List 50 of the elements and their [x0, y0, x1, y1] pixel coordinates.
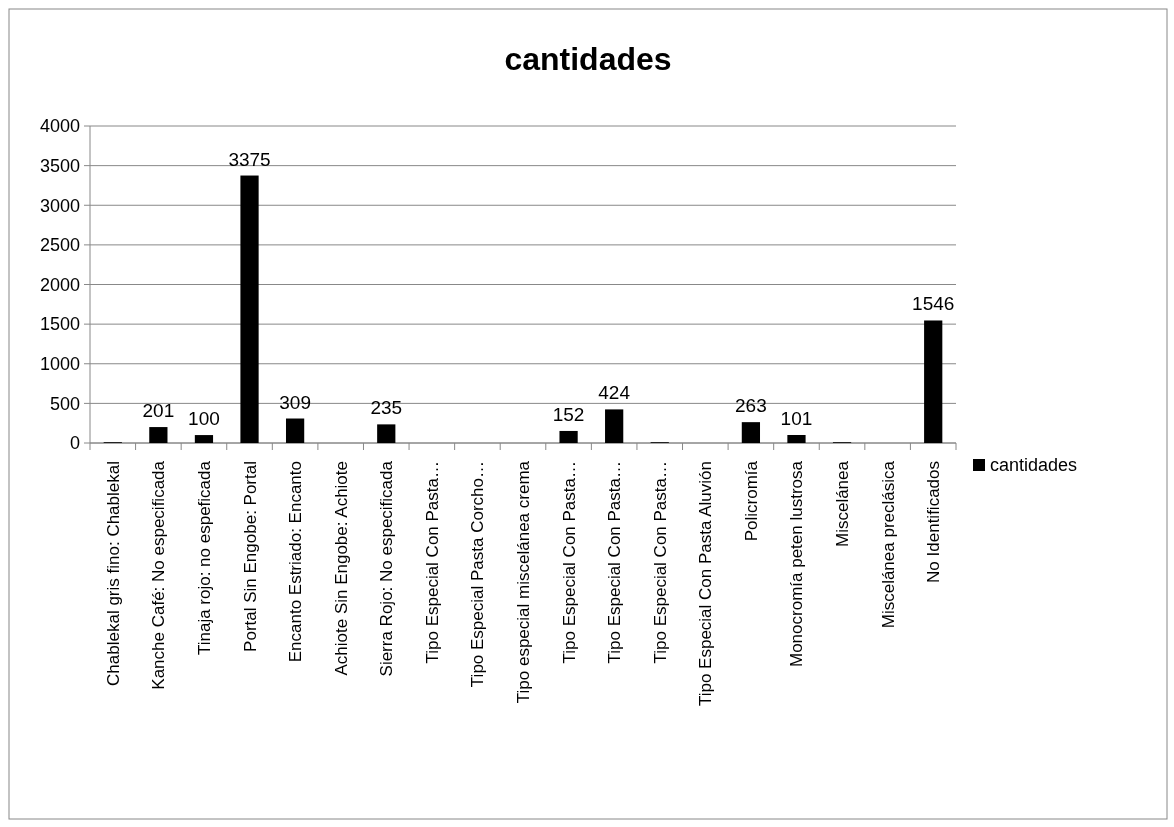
- bar: [924, 320, 943, 443]
- x-tick-label: Portal Sin Engobe: Portal: [240, 461, 260, 652]
- data-label: 1546: [912, 293, 955, 315]
- data-label: 424: [598, 382, 631, 404]
- bar: [559, 430, 578, 443]
- x-tick-label: No Identificados: [924, 461, 944, 583]
- bar: [605, 409, 624, 443]
- x-tick-label: Chablekal gris fino: Chablekal: [103, 461, 123, 686]
- x-tick-label: Policromía: [741, 460, 761, 542]
- data-label: 201: [142, 400, 175, 422]
- y-tick-label: 0: [69, 433, 80, 454]
- data-label: 152: [552, 403, 585, 425]
- y-tick-label: 3500: [39, 155, 80, 176]
- bar: [787, 435, 806, 443]
- y-tick-label: 2500: [39, 235, 80, 256]
- x-tick-label: Tipo Especial Pasta Corcho…: [468, 461, 488, 688]
- x-tick-label: Tipo Especial Con Pasta…: [650, 461, 670, 664]
- bar: [741, 422, 761, 443]
- y-tick-label: 3000: [39, 195, 80, 216]
- x-tick-label: Tipo Especial Con Pasta Aluvión: [696, 461, 716, 707]
- bar: [194, 435, 214, 443]
- data-label: 100: [188, 408, 220, 430]
- x-tick-label: Tipo Especial Con Pasta…: [605, 461, 625, 664]
- x-tick-label: Achiote Sin Engobe: Achiote: [331, 461, 351, 676]
- y-tick-label: 2000: [39, 274, 80, 295]
- data-label: 263: [735, 395, 767, 417]
- legend-label: cantidades: [990, 455, 1078, 476]
- x-tick-label: Tipo Especial Con Pasta…: [422, 461, 442, 664]
- data-label: 235: [370, 397, 403, 419]
- x-tick-label: Tinaja rojo: no espeficada: [194, 460, 214, 656]
- y-tick-label: 4000: [39, 116, 80, 137]
- bar: [149, 427, 168, 443]
- data-label: 101: [780, 408, 813, 429]
- data-label: 3375: [228, 148, 271, 170]
- bar: [377, 424, 396, 443]
- x-tick-label: Tipo especial miscelánea crema: [514, 460, 533, 704]
- x-tick-label: Encanto Estriado: Encanto: [286, 461, 306, 663]
- x-tick-label: Miscelánea: [833, 460, 853, 547]
- x-tick-label: Monocromía peten lustrosa: [787, 460, 807, 667]
- y-tick-label: 500: [49, 393, 80, 414]
- bar: [285, 418, 305, 443]
- x-tick-label: Sierra Rojo: No especificada: [377, 460, 397, 677]
- y-tick-label: 1500: [39, 314, 80, 335]
- chart-title: cantidades: [504, 41, 672, 77]
- y-tick-label: 1000: [39, 354, 80, 375]
- data-label: 309: [279, 391, 311, 413]
- x-tick-label: Tipo Especial Con Pasta…: [559, 461, 579, 664]
- x-tick-label: Miscelánea preclásica: [878, 460, 898, 629]
- bar: [240, 175, 259, 443]
- x-tick-label: Kanche Café: No especificada: [149, 460, 169, 690]
